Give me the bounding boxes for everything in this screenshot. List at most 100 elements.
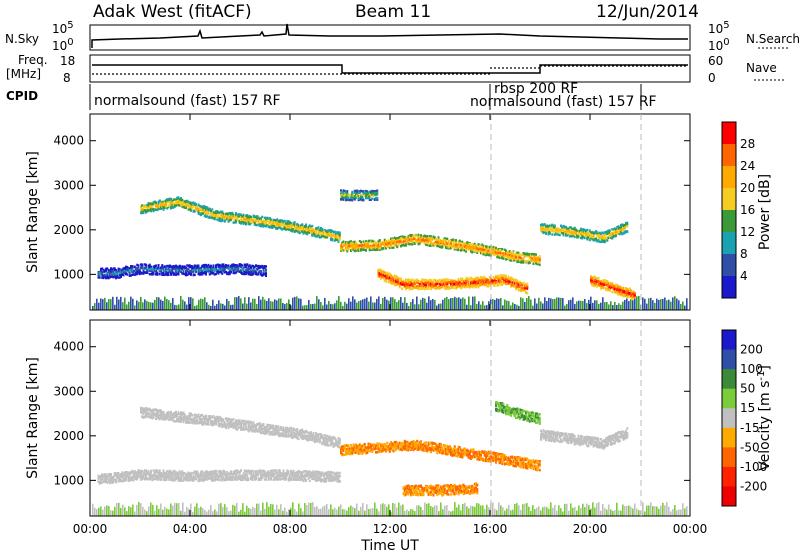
echo-cell (211, 266, 214, 270)
echo-cell (222, 267, 225, 270)
echo-cell (436, 279, 439, 282)
echo-cell (305, 229, 307, 232)
echo-cell (140, 205, 142, 208)
echo-cell (181, 272, 184, 275)
echo-cell (596, 280, 599, 283)
ground-scatter (634, 503, 636, 516)
echo-cell (451, 285, 454, 288)
echo-cell (580, 232, 582, 236)
ground-scatter (348, 507, 350, 516)
echo-cell (386, 271, 389, 275)
ground-scatter (492, 502, 494, 516)
echo-cell (187, 204, 190, 208)
ground-scatter (276, 504, 278, 516)
echo-cell (507, 280, 510, 283)
echo-cell (145, 209, 147, 213)
echo-cell (310, 231, 312, 234)
echo-cell (256, 268, 259, 271)
echo-cell (345, 241, 347, 244)
echo-cell (162, 269, 165, 272)
echo-cell (210, 209, 212, 213)
ground-scatter (418, 505, 420, 516)
echo-cell (602, 235, 605, 239)
echo-cell (343, 242, 346, 246)
echo-cell (180, 270, 182, 274)
echo-cell (205, 263, 207, 267)
echo-cell (508, 257, 511, 260)
echo-cell (210, 216, 212, 219)
echo-cell (390, 240, 392, 243)
echo-cell (573, 228, 576, 231)
echo-cell (385, 279, 387, 282)
echo-cell (402, 281, 405, 285)
echo-cell (120, 273, 122, 277)
echo-cell (185, 266, 187, 270)
echo-cell (453, 279, 456, 283)
echo-cell (372, 240, 375, 243)
ground-scatter (334, 303, 336, 310)
ground-scatter (362, 299, 364, 310)
echo-cell (528, 260, 531, 264)
ground-scatter (584, 507, 586, 516)
echo-cell (115, 480, 117, 483)
echo-cell (137, 266, 140, 269)
echo-cell (350, 242, 352, 245)
echo-cell (347, 243, 350, 246)
echo-cell (287, 228, 290, 231)
echo-cell (465, 278, 467, 281)
echo-cell (343, 189, 346, 193)
echo-cell (463, 249, 466, 252)
echo-cell (426, 235, 429, 238)
ground-scatter (246, 505, 248, 516)
echo-cell (320, 226, 322, 230)
echo-cell (496, 277, 499, 280)
echo-cell (458, 241, 461, 245)
ground-scatter (332, 304, 334, 310)
echo-cell (376, 191, 379, 195)
ground-scatter (148, 301, 150, 310)
echo-cell (382, 247, 385, 250)
ground-scatter (268, 298, 270, 310)
echo-cell (357, 249, 360, 253)
echo-cell (257, 216, 260, 219)
ground-scatter (414, 304, 416, 310)
echo-cell (323, 230, 326, 233)
echo-cell (472, 243, 475, 246)
echo-cell (437, 241, 440, 244)
echo-cell (198, 212, 201, 216)
echo-cell (565, 228, 567, 232)
echo-cell (446, 278, 449, 281)
echo-cell (171, 270, 174, 273)
ground-scatter (612, 305, 614, 310)
echo-cell (148, 206, 151, 210)
echo-cell (576, 235, 579, 238)
echo-cell (155, 272, 157, 275)
echo-cell (181, 198, 184, 202)
echo-cell (181, 266, 184, 270)
echo-cell (377, 244, 380, 248)
ground-scatter (384, 504, 386, 516)
ground-scatter (104, 297, 106, 310)
echo-cell (591, 231, 594, 234)
echo-cell (273, 221, 276, 224)
echo-cell (142, 205, 145, 208)
echo-cell (395, 283, 397, 287)
echo-cell (626, 223, 629, 226)
echo-cell (358, 197, 361, 200)
echo-cell (351, 248, 354, 251)
echo-cell (555, 227, 557, 230)
echo-cell (103, 269, 106, 273)
echo-cell (477, 246, 480, 250)
ground-scatter (98, 507, 100, 516)
echo-cell (351, 241, 354, 245)
echo-cell (581, 237, 584, 240)
echo-cell (175, 270, 177, 273)
echo-cell (422, 278, 425, 281)
echo-cell (416, 241, 419, 244)
ground-scatter (378, 511, 380, 516)
echo-cell (621, 223, 624, 226)
ground-scatter (120, 507, 122, 516)
echo-cell (600, 287, 602, 290)
echo-cell (306, 231, 309, 234)
echo-cell (620, 228, 622, 232)
